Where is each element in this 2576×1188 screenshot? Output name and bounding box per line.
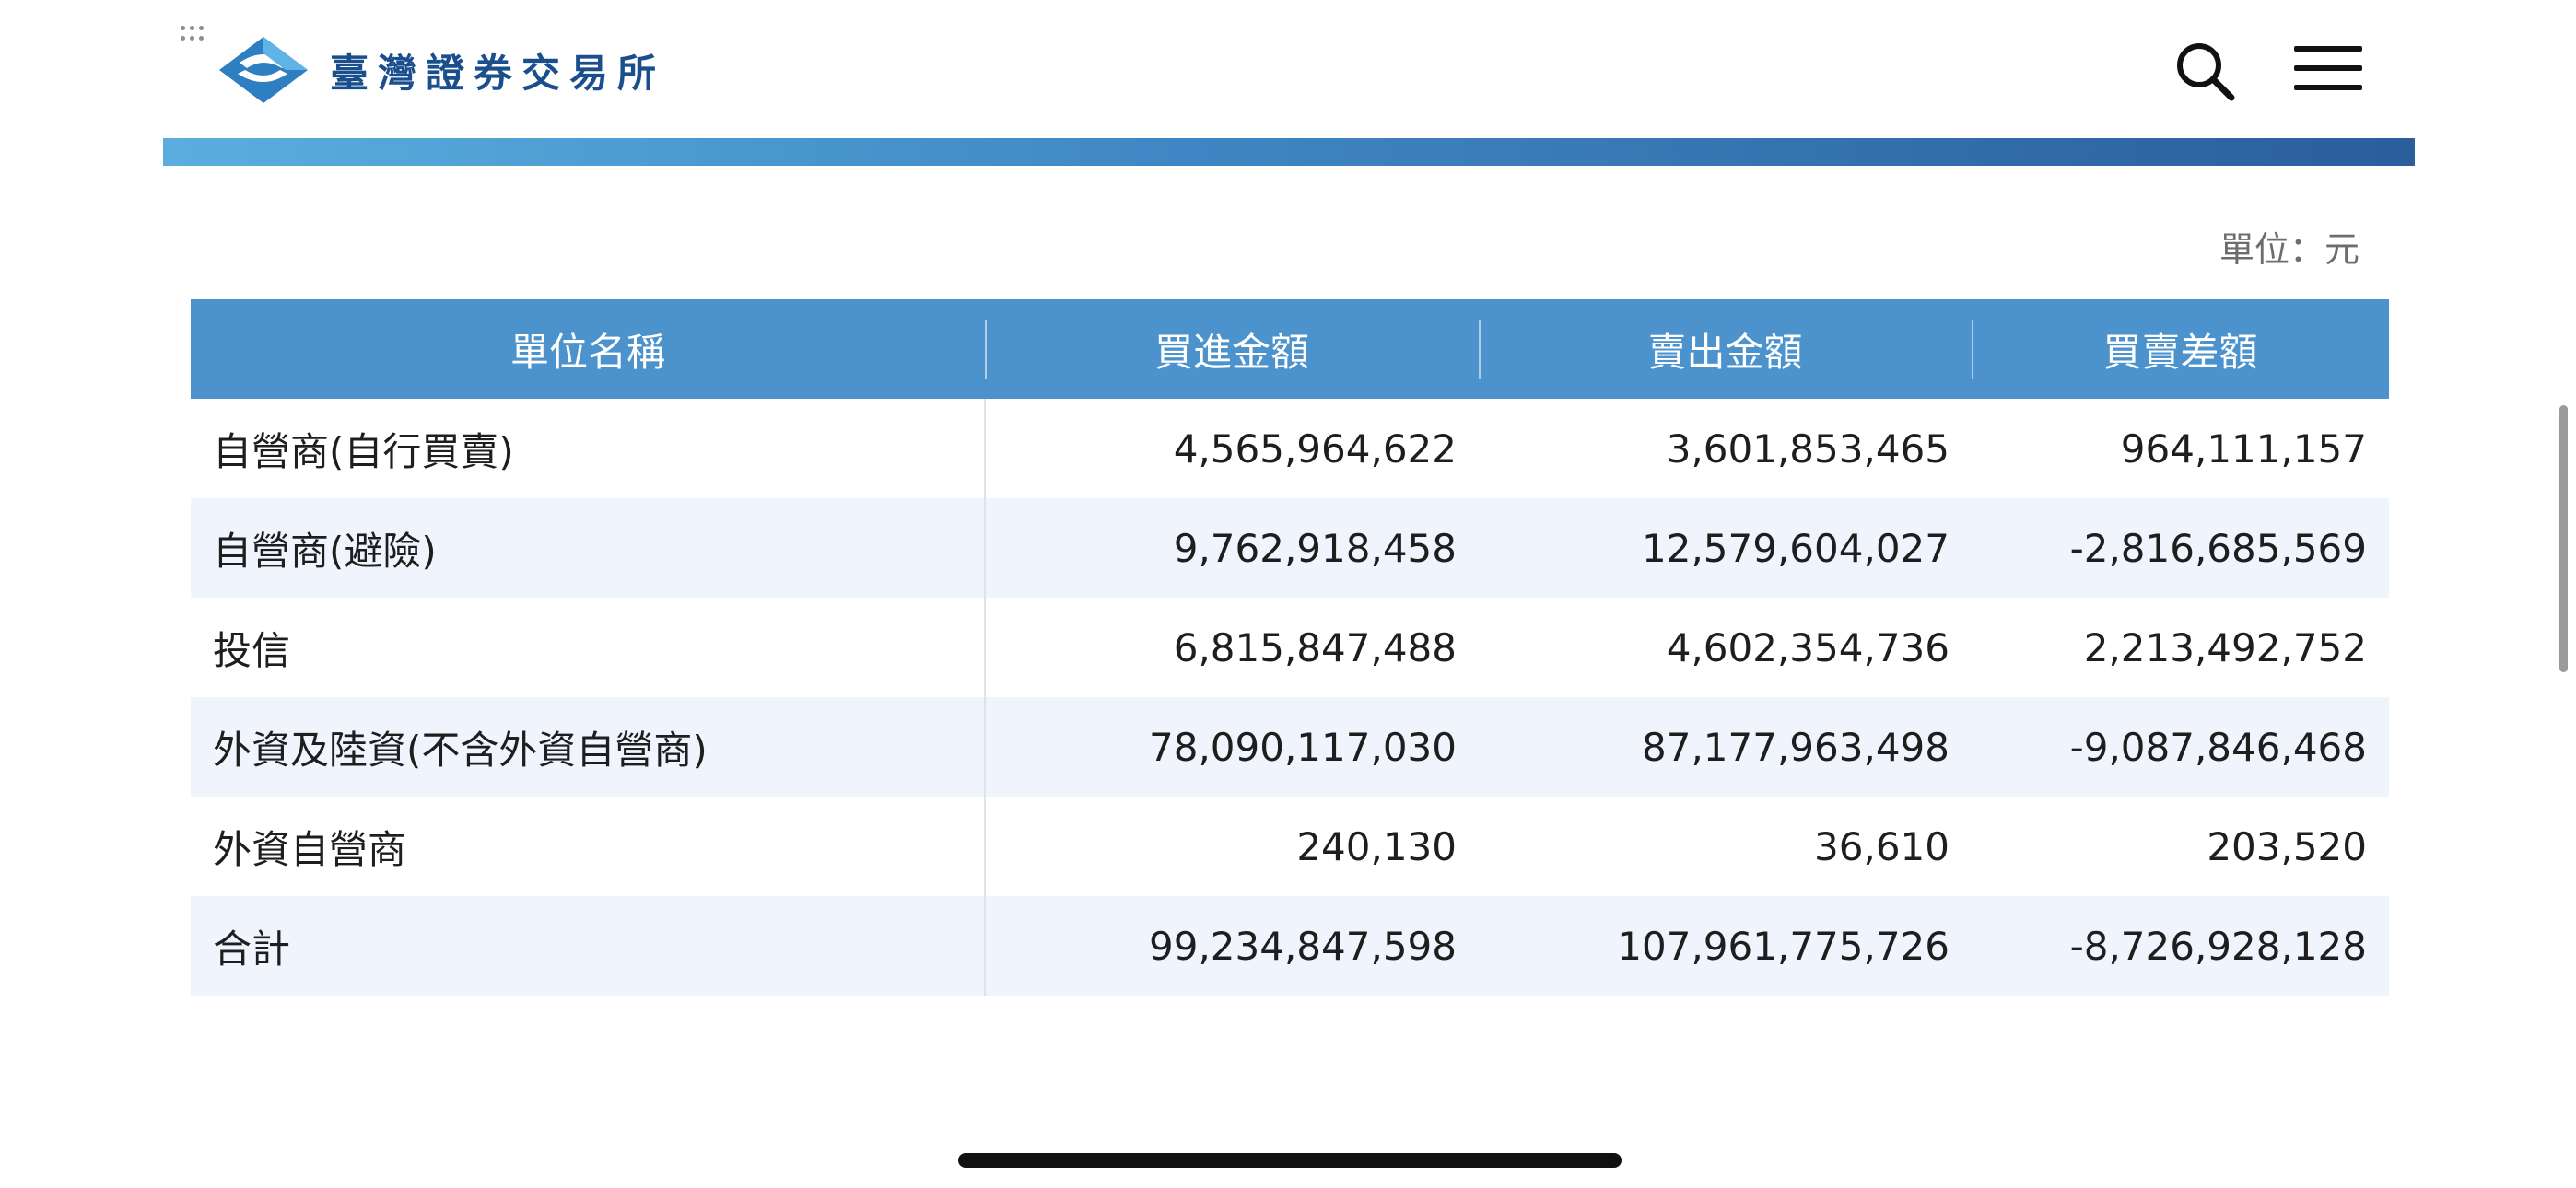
row-name: 投信 [191,598,986,697]
row-name: 外資自營商 [191,797,986,896]
page-banner [163,138,2415,166]
hamburger-menu-icon[interactable] [2294,44,2362,92]
column-header-difference: 買賣差額 [1972,299,2389,399]
column-header-buy-amount: 買進金額 [985,299,1479,399]
sell-amount: 3,601,853,465 [1666,425,1950,472]
difference-amount: 203,520 [2207,823,2367,869]
twse-logo-icon [219,37,308,103]
difference-amount: 964,111,157 [2120,425,2367,472]
difference-amount: 2,213,492,752 [2083,624,2367,670]
difference-amount: -2,816,685,569 [1972,498,2389,598]
home-indicator[interactable] [958,1153,1622,1168]
multitasking-dots-icon[interactable] [181,26,210,46]
difference-amount: -9,087,846,468 [1972,697,2389,797]
row-name: 自營商(自行買賣) [191,399,986,498]
table-row-total: 合計 99,234,847,598 107,961,775,726 -8,726… [191,896,2389,996]
site-logo[interactable]: 臺灣證券交易所 [217,35,665,105]
row-name: 外資及陸資(不含外資自營商) [191,697,986,797]
sell-amount: 87,177,963,498 [1479,697,1972,797]
table-row: 外資自營商 240,130 36,610 203,520 [191,797,2389,896]
row-name: 合計 [191,896,986,996]
column-header-unit-name: 單位名稱 [191,299,985,399]
search-icon[interactable] [2174,41,2235,101]
table-row: 自營商(避險) 9,762,918,458 12,579,604,027 -2,… [191,498,2389,598]
table-row: 外資及陸資(不含外資自營商) 78,090,117,030 87,177,963… [191,697,2389,797]
table-header-row: 單位名稱 買進金額 賣出金額 買賣差額 [191,299,2389,399]
sell-amount: 4,602,354,736 [1666,624,1950,670]
buy-amount: 78,090,117,030 [985,697,1479,797]
buy-amount: 4,565,964,622 [1173,425,1457,472]
logo-text: 臺灣證券交易所 [330,50,666,96]
sell-amount: 107,961,775,726 [1479,896,1972,996]
table-row: 投信 6,815,847,488 4,602,354,736 2,213,492… [191,598,2389,697]
buy-amount: 9,762,918,458 [985,498,1479,598]
sell-amount: 36,610 [1814,823,1950,869]
buy-amount: 240,130 [1296,823,1457,869]
trading-summary-table: 單位名稱 買進金額 賣出金額 買賣差額 自營商(自行買賣) 4,565,964,… [191,299,2389,996]
difference-amount: -8,726,928,128 [1972,896,2389,996]
buy-amount: 99,234,847,598 [985,896,1479,996]
vertical-scrollbar[interactable] [2559,405,2568,672]
column-header-sell-amount: 賣出金額 [1479,299,1972,399]
unit-label: 單位：元 [2219,229,2359,270]
table-row: 自營商(自行買賣) 4,565,964,622 3,601,853,465 96… [191,399,2389,498]
buy-amount: 6,815,847,488 [1173,624,1457,670]
row-name: 自營商(避險) [191,498,986,598]
sell-amount: 12,579,604,027 [1479,498,1972,598]
